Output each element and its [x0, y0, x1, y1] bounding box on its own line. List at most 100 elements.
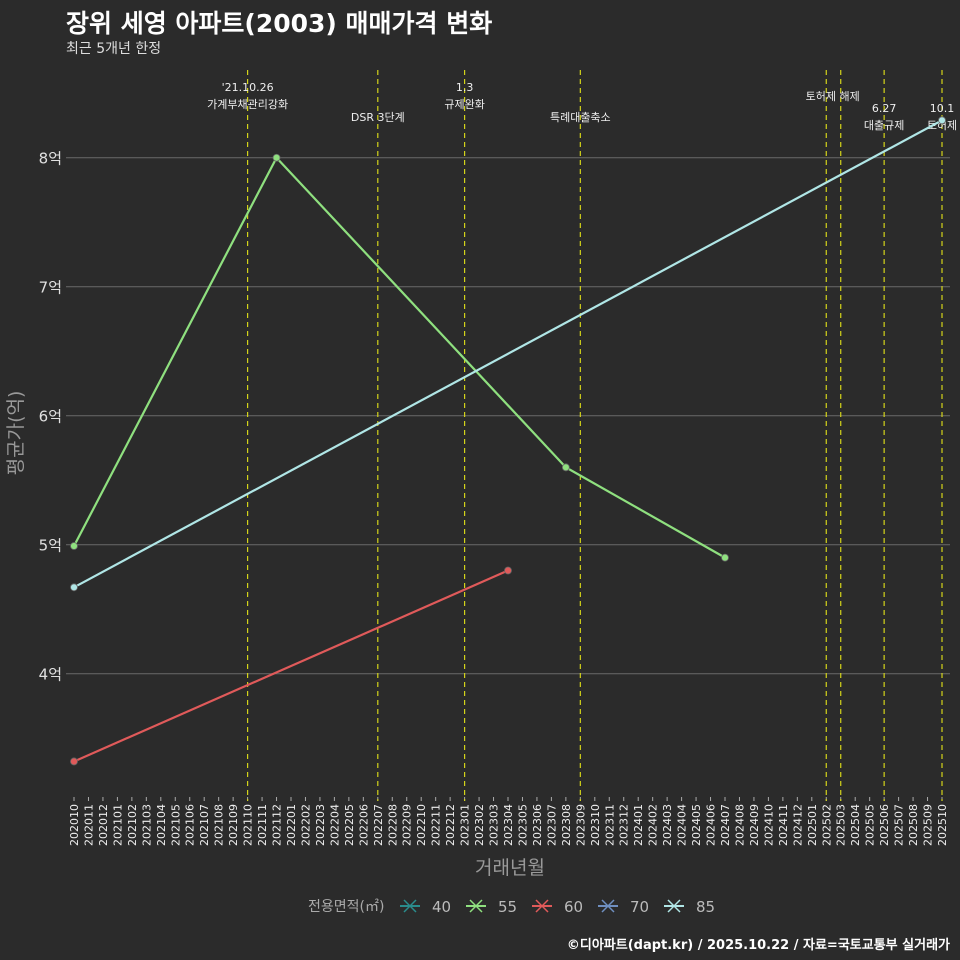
data-point-55 [272, 153, 281, 162]
x-tick-label: 202405 [690, 804, 703, 846]
event-annotation: 규제완화 [444, 98, 484, 111]
x-tick-label: 202406 [705, 804, 718, 846]
x-tick-label: 202010 [68, 804, 81, 846]
x-tick-label: 202306 [531, 804, 544, 846]
legend-cross-icon [667, 899, 681, 913]
x-axis-title: 거래년월 [475, 857, 545, 879]
x-tick-label: 202110 [242, 804, 255, 846]
x-tick-label: 202407 [719, 804, 732, 846]
x-tick-label: 202510 [936, 804, 949, 846]
legend-title: 전용면적(㎡) [308, 899, 384, 915]
legend-cross-icon [601, 899, 615, 913]
legend-label-60: 60 [564, 898, 583, 916]
x-tick-label: 202401 [632, 804, 645, 846]
x-tick-label: 202204 [328, 804, 341, 846]
x-tick-label: 202208 [386, 804, 399, 846]
x-tick-label: 202210 [415, 804, 428, 846]
event-annotation: 토허제 [927, 119, 957, 132]
y-tick-label: 4억 [39, 666, 62, 684]
y-axis-title: 평균가(억) [5, 391, 27, 476]
x-tick-label: 202104 [155, 804, 168, 846]
x-tick-label: 202502 [820, 804, 833, 846]
x-tick-label: 202011 [82, 804, 95, 846]
event-annotation: 1.3 [456, 81, 474, 94]
legend-cross-icon [469, 899, 483, 913]
x-tick-label: 202409 [748, 804, 761, 846]
x-tick-label: 202107 [198, 804, 211, 846]
data-point-85 [70, 583, 78, 592]
x-tick-label: 202310 [589, 804, 602, 846]
x-tick-label: 202305 [516, 804, 529, 846]
x-tick-label: 202102 [126, 804, 139, 846]
x-tick-label: 202408 [733, 804, 746, 846]
legend-label-55: 55 [498, 898, 517, 916]
x-tick-label: 202503 [835, 804, 848, 846]
event-annotation: 가계부채관리강화 [207, 98, 288, 111]
x-tick-label: 202212 [444, 804, 457, 846]
x-tick-label: 202211 [430, 804, 443, 846]
y-tick-label: 5억 [39, 537, 62, 555]
x-tick-label: 202509 [922, 804, 935, 846]
x-tick-label: 202505 [864, 804, 877, 846]
x-tick-label: 202105 [169, 804, 182, 846]
legend-cross-icon [403, 899, 417, 913]
y-tick-label: 8억 [39, 150, 62, 168]
x-tick-label: 202112 [271, 804, 284, 846]
x-tick-label: 202205 [343, 804, 356, 846]
y-tick-label: 6억 [39, 408, 62, 426]
x-tick-label: 202302 [473, 804, 486, 846]
x-tick-label: 202311 [603, 804, 616, 846]
event-annotation: DSR 3단계 [351, 111, 405, 124]
data-point-55 [721, 553, 729, 562]
x-tick-label: 202109 [227, 804, 240, 846]
x-tick-label: 202111 [256, 804, 269, 846]
legend-label-70: 70 [630, 898, 649, 916]
x-tick-label: 202402 [647, 804, 660, 846]
x-tick-label: 202103 [140, 804, 153, 846]
x-tick-label: 202301 [459, 804, 472, 846]
x-tick-label: 202307 [545, 804, 558, 846]
data-point-60 [70, 757, 78, 766]
x-tick-label: 202108 [213, 804, 226, 846]
event-annotation: 토허제 해제 [806, 89, 860, 103]
chart-title: 장위 세영 아파트(2003) 매매가격 변화 [66, 9, 493, 38]
x-tick-label: 202201 [285, 804, 298, 846]
x-tick-label: 202308 [560, 804, 573, 846]
x-tick-label: 202309 [574, 804, 587, 846]
data-point-55 [561, 463, 570, 472]
x-tick-label: 202209 [401, 804, 414, 846]
data-point-85 [938, 116, 946, 125]
x-tick-label: 202106 [184, 804, 197, 846]
legend-label-85: 85 [696, 898, 715, 916]
data-point-55 [70, 542, 78, 550]
event-annotation: 6.27 [872, 102, 897, 115]
legend-label-40: 40 [432, 898, 451, 916]
data-point-60 [504, 566, 512, 575]
series-line-55 [73, 155, 726, 559]
event-annotation: 특례대출축소 [550, 111, 611, 124]
x-tick-label: 202412 [791, 804, 804, 846]
x-tick-label: 202404 [676, 804, 689, 846]
x-tick-label: 202501 [806, 804, 819, 846]
series-line-85 [73, 119, 943, 589]
legend-cross-icon [535, 899, 549, 913]
x-tick-label: 202506 [878, 804, 891, 846]
event-annotation: '21.10.26 [222, 81, 274, 94]
x-tick-label: 202410 [762, 804, 775, 846]
chart-subtitle: 최근 5개년 한정 [66, 41, 162, 57]
x-tick-label: 202203 [314, 804, 327, 846]
x-tick-label: 202012 [97, 804, 110, 846]
x-tick-label: 202507 [893, 804, 906, 846]
x-tick-label: 202303 [488, 804, 501, 846]
x-tick-label: 202202 [299, 804, 312, 846]
event-annotation: 10.1 [930, 102, 955, 115]
source-caption: ©디아파트(dapt.kr) / 2025.10.22 / 자료=국토교통부 실… [566, 938, 950, 953]
x-tick-label: 202508 [907, 804, 920, 846]
event-annotation: 대출규제 [864, 119, 904, 132]
x-tick-label: 202207 [372, 804, 385, 846]
x-tick-label: 202504 [849, 804, 862, 846]
x-tick-label: 202304 [502, 804, 515, 846]
x-tick-label: 202411 [777, 804, 790, 846]
